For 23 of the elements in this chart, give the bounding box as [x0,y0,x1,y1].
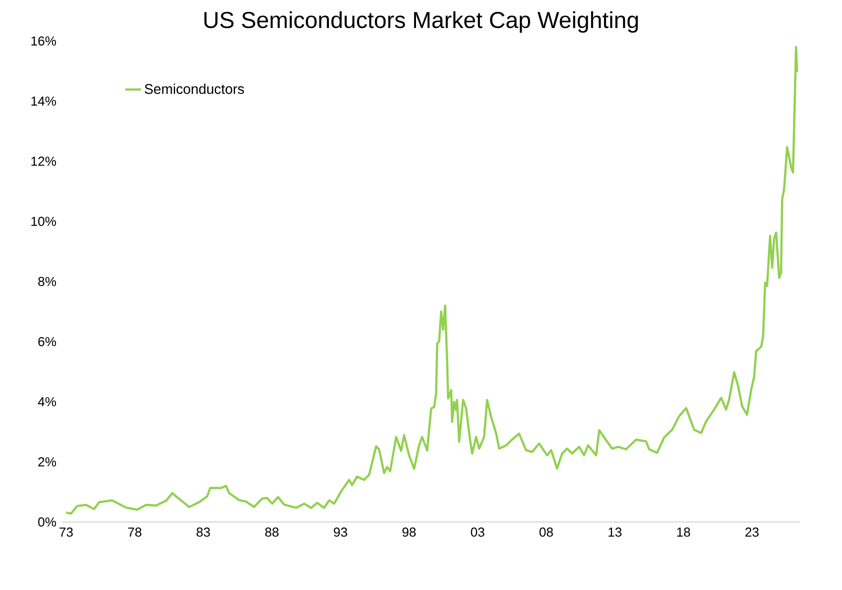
x-tick-label: 03 [470,528,484,537]
x-tick-label: 93 [334,528,348,537]
chart-title: US Semiconductors Market Cap Weighting [204,11,638,33]
x-tick-label: 83 [196,528,210,537]
x-tick-label: 73 [60,528,73,537]
x-tick-label: 23 [745,528,759,537]
legend-label: Semiconductors [144,84,244,94]
y-tick-label: 4% [38,397,56,406]
x-tick-label: 18 [677,528,690,537]
x-tick-label: 13 [608,528,622,537]
x-tick-label: 78 [128,528,142,537]
x-tick-label: 88 [265,528,279,537]
y-tick-label: 6% [38,337,56,346]
x-tick-label: 98 [402,528,416,537]
y-tick-label: 0% [38,517,56,527]
line-series [65,46,798,515]
y-tick-label: 16% [31,36,56,46]
y-tick-label: 2% [38,457,56,466]
y-tick-label: 10% [31,216,56,226]
y-tick-label: 12% [31,156,56,166]
y-tick-label: 14% [31,96,56,106]
x-tick-label: 08 [540,528,553,537]
y-tick-label: 8% [38,276,56,286]
